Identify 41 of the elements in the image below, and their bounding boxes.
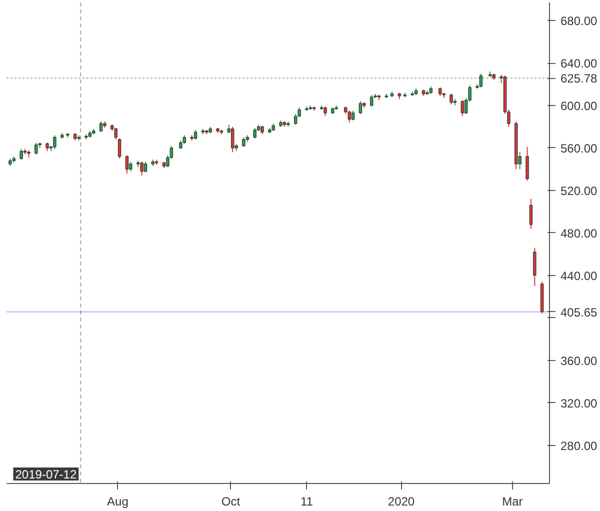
y-tick-label: 320.00 xyxy=(560,396,598,410)
candlestick xyxy=(20,148,23,160)
candlestick xyxy=(34,142,38,155)
candlestick xyxy=(140,161,144,176)
ref-line-label: 405.65 xyxy=(560,305,598,320)
candlestick xyxy=(370,94,374,108)
candlestick xyxy=(253,127,256,139)
x-tick-label: 2020 xyxy=(388,494,415,508)
candlestick xyxy=(144,161,148,173)
candlestick xyxy=(526,146,529,182)
candlestick xyxy=(533,247,536,287)
candlestick xyxy=(348,110,351,123)
y-tick-label: 560.00 xyxy=(560,141,598,156)
candlestick xyxy=(450,93,453,105)
y-tick-label: 280.00 xyxy=(560,438,598,453)
candlestick xyxy=(294,113,298,126)
candlestick xyxy=(529,198,533,230)
x-tick-label: Aug xyxy=(107,494,128,508)
y-tick-label: 480.00 xyxy=(560,226,598,240)
x-tick-label: Mar xyxy=(502,494,523,508)
y-tick-label: 640.00 xyxy=(560,56,598,71)
y-tick-label: 600.00 xyxy=(560,98,598,113)
candlestick xyxy=(231,126,234,153)
candlestick xyxy=(53,134,56,150)
x-tick-label: Oct xyxy=(221,494,241,508)
ref-line-label: 625.78 xyxy=(560,72,598,86)
candlestick xyxy=(242,136,246,148)
ref-line-label: 2019-07-12 xyxy=(15,468,77,482)
candlestick xyxy=(99,120,103,133)
candlestick xyxy=(125,154,129,174)
candlestick xyxy=(358,100,362,114)
x-tick-label: 11 xyxy=(300,494,314,508)
candlestick xyxy=(351,110,355,121)
candlestick xyxy=(194,129,198,140)
y-tick-label: 360.00 xyxy=(560,354,598,368)
candlestick xyxy=(479,73,483,88)
y-tick-label: 680.00 xyxy=(560,14,598,28)
y-tick-label: 440.00 xyxy=(560,268,598,283)
y-tick-label: 520.00 xyxy=(560,184,598,198)
candlestick xyxy=(460,100,464,117)
candlestick xyxy=(324,106,327,117)
